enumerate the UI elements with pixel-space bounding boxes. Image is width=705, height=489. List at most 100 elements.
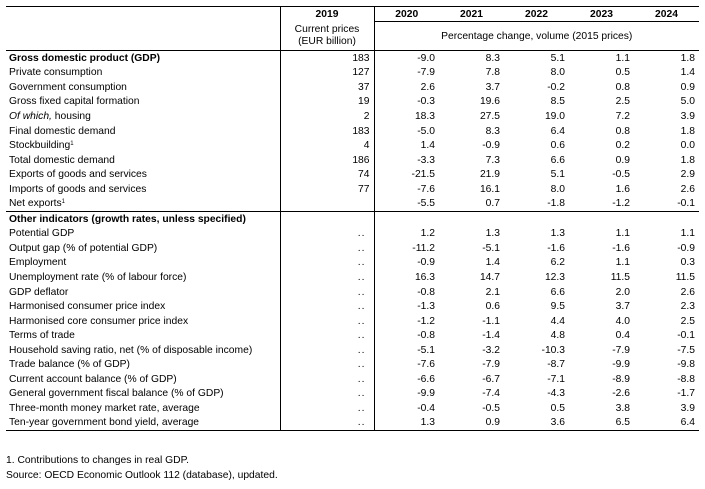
value-2019: 37	[279, 80, 375, 95]
value-2020: -6.6	[417, 373, 435, 385]
table-row: Three-month money market rate, average..…	[6, 401, 699, 416]
value-2024: 0.0	[680, 140, 695, 152]
table-row: Net exports1 -5.5 0.7 -1.8 -1.2 -0.1	[6, 196, 699, 212]
table-row: Exports of goods and services 74 -21.5 21.9…	[6, 167, 699, 182]
row-label: Private consumption	[9, 67, 103, 79]
footnote-1: 1. Contributions to changes in real GDP.	[6, 455, 189, 466]
row-label: Gross fixed capital formation	[9, 96, 140, 108]
section-header-row: Other indicators (growth rates, unless s…	[6, 211, 699, 227]
table-row: Potential GDP.. 1.2 1.3 1.3 1.1 1.1	[6, 226, 699, 242]
value-2019: ..	[279, 342, 375, 358]
value-2020: 2.6	[420, 81, 435, 93]
header-2020: 2020	[374, 6, 439, 22]
value-2024: -8.8	[677, 373, 695, 385]
value-2024: -7.5	[677, 344, 695, 356]
value-2022: 1.3	[550, 228, 565, 240]
value-2020: 16.3	[414, 271, 435, 283]
source-note: Source: OECD Economic Outlook 112 (datab…	[6, 470, 278, 481]
value-2019: ..	[279, 270, 375, 285]
header-2024: 2024	[634, 6, 699, 22]
value-2019: ..	[279, 299, 375, 314]
value-2019: 4	[279, 138, 375, 153]
row-label: Output gap (% of potential GDP)	[9, 242, 158, 254]
value-2023: 0.9	[615, 154, 630, 166]
table-row: Output gap (% of potential GDP).. -11.2 -5…	[6, 241, 699, 256]
value-2023: 0.8	[615, 81, 630, 93]
value-2019: ..	[279, 415, 375, 432]
value-2022: 5.1	[550, 52, 565, 64]
value-2019: ..	[279, 401, 375, 416]
table-row: Imports of goods and services 77 -7.6 16.1 8…	[6, 181, 699, 197]
value-2024: 3.9	[680, 110, 695, 122]
table-row: Gross fixed capital formation 19 -0.3 19.6 8…	[6, 94, 699, 110]
value-2020: -0.4	[417, 402, 435, 414]
value-2020: -5.0	[417, 125, 435, 137]
value-2022: 8.5	[550, 96, 565, 108]
value-2023: 4.0	[615, 315, 630, 327]
row-label: Government consumption	[9, 81, 127, 93]
value-2021: -7.4	[482, 388, 500, 400]
value-2022: -0.2	[547, 81, 565, 93]
value-2019: ..	[279, 284, 375, 300]
table-row: General government fiscal balance (% of …	[6, 386, 699, 402]
table-row: Employment.. -0.9 1.4 6.2 1.1 0.3	[6, 255, 699, 271]
row-label: Harmonised consumer price index	[9, 301, 166, 313]
value-2024: 2.5	[680, 315, 695, 327]
value-2019: ..	[279, 255, 375, 271]
value-2023: 2.0	[615, 286, 630, 298]
value-2024: 2.6	[680, 286, 695, 298]
value-2024: 1.8	[680, 154, 695, 166]
table-row: Government consumption 37 2.6 3.7 -0.2 0.8 0.9	[6, 80, 699, 95]
table-row: Current account balance (% of GDP).. -6.6…	[6, 372, 699, 387]
row-label: General government fiscal balance (% of …	[9, 388, 224, 400]
value-2020: -11.2	[412, 242, 435, 254]
value-2020: 1.3	[374, 415, 439, 432]
row-label: Gross domestic product (GDP)	[9, 52, 161, 64]
row-label: Ten-year government bond yield, average	[6, 415, 280, 432]
value-2022: 8.0	[550, 67, 565, 79]
value-2022: -4.3	[547, 388, 565, 400]
table-notes: 1. Contributions to changes in real GDP.…	[6, 453, 278, 483]
row-label: Three-month money market rate, average	[9, 402, 200, 414]
value-2022: 9.5	[550, 301, 565, 313]
value-2022: 6.4	[550, 125, 565, 137]
value-2020: -5.1	[417, 344, 435, 356]
table-row: Of which, housing 2 18.3 27.5 19.0 7.2 3.9	[6, 109, 699, 124]
table-row: Harmonised core consumer price index.. -1…	[6, 313, 699, 329]
value-2023: -1.6	[612, 242, 630, 254]
value-2021: 14.7	[479, 271, 500, 283]
value-2021: -5.1	[482, 242, 500, 254]
table-row: Terms of trade.. -0.8 -1.4 4.8 0.4 -0.1	[6, 328, 699, 343]
value-2022: 4.4	[550, 315, 565, 327]
row-label: Potential GDP	[9, 228, 75, 240]
table-row: Stockbuilding1 4 1.4 -0.9 0.6 0.2 0.0	[6, 138, 699, 153]
value-2020: 1.2	[420, 228, 435, 240]
value-2024: 2.3	[680, 301, 695, 313]
value-2021: 8.3	[485, 52, 500, 64]
value-2024: 5.0	[680, 96, 695, 108]
value-2021: 7.8	[485, 67, 500, 79]
value-2019: ..	[279, 386, 375, 402]
value-2023: -8.9	[612, 373, 630, 385]
value-2023: 3.8	[615, 402, 630, 414]
row-label: Unemployment rate (% of labour force)	[9, 271, 187, 283]
value-2019: ..	[279, 313, 375, 329]
value-2020: -0.8	[417, 330, 435, 342]
value-2022: 0.6	[550, 140, 565, 152]
value-2022: -7.1	[547, 373, 565, 385]
value-2020: -9.0	[417, 52, 435, 64]
row-label: Total domestic demand	[9, 154, 115, 166]
table-row: Household saving ratio, net (% of dispos…	[6, 342, 699, 358]
value-2024: 2.6	[680, 183, 695, 195]
value-2021: -3.2	[482, 344, 500, 356]
value-2024: -0.9	[677, 242, 695, 254]
value-2021: -0.9	[482, 140, 500, 152]
row-label: Imports of goods and services	[9, 183, 147, 195]
row-label: Harmonised core consumer price index	[9, 315, 189, 327]
row-label: Of which, housing	[9, 110, 91, 122]
value-2024: 1.8	[680, 125, 695, 137]
header-2021: 2021	[439, 6, 504, 22]
economic-indicators-table: 2019 2020 2021 2022 2023 2024 Current pr…	[6, 6, 699, 432]
value-2022: 8.0	[550, 183, 565, 195]
value-2021: 7.3	[485, 154, 500, 166]
